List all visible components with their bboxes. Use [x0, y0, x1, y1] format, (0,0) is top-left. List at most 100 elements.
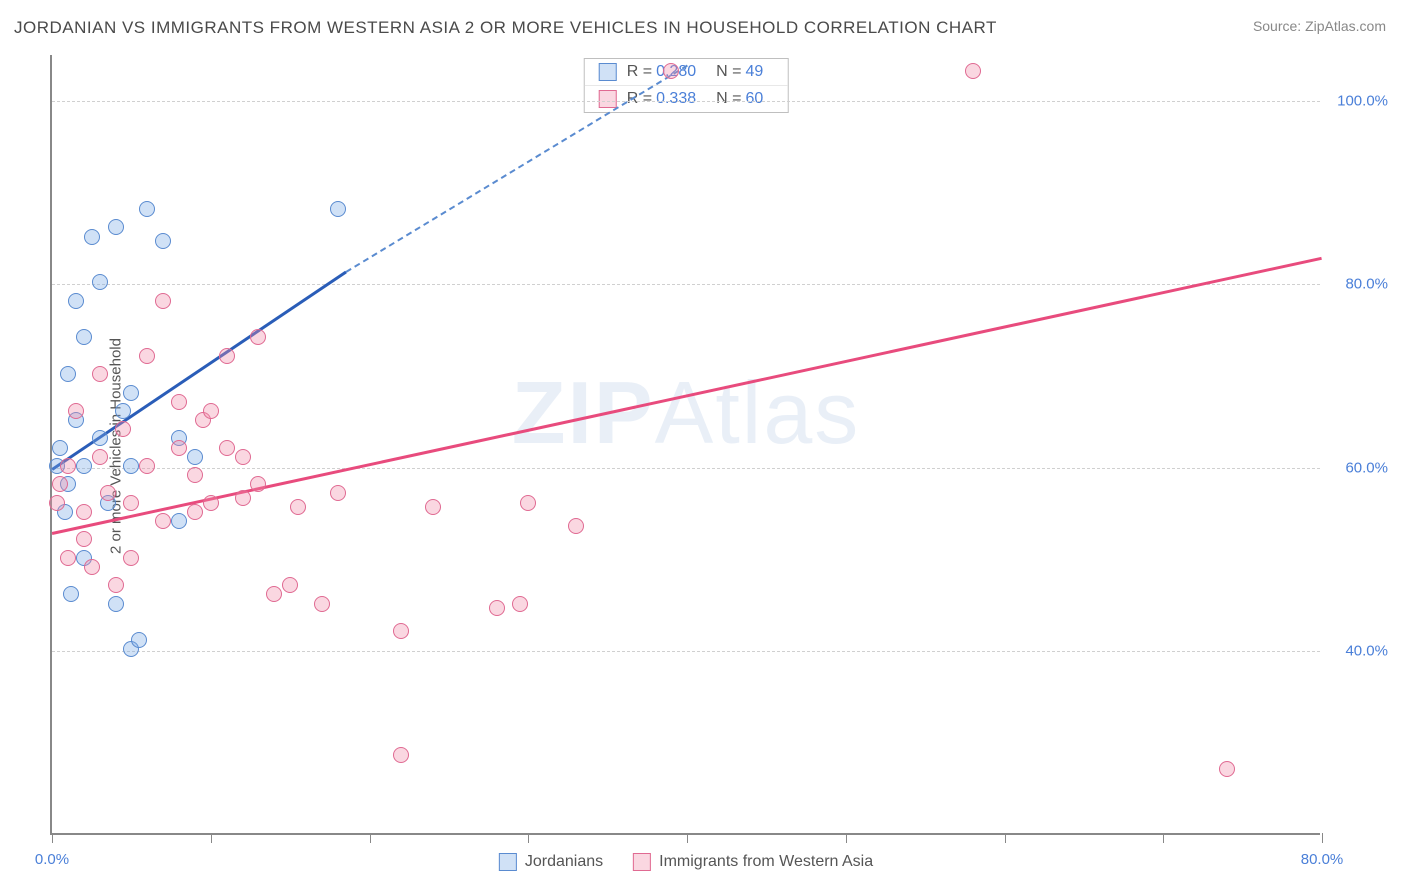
scatter-point	[663, 63, 679, 79]
source-credit: Source: ZipAtlas.com	[1253, 18, 1386, 34]
scatter-point	[203, 403, 219, 419]
scatter-point	[171, 394, 187, 410]
scatter-point	[393, 747, 409, 763]
scatter-point	[68, 403, 84, 419]
scatter-point	[489, 600, 505, 616]
scatter-point	[108, 596, 124, 612]
legend-label-jordanians: Jordanians	[525, 853, 603, 871]
scatter-point	[108, 577, 124, 593]
swatch-immigrants	[633, 853, 651, 871]
scatter-point	[282, 577, 298, 593]
scatter-point	[330, 485, 346, 501]
scatter-point	[60, 550, 76, 566]
x-tick	[370, 833, 371, 843]
scatter-point	[203, 495, 219, 511]
gridline	[52, 468, 1320, 469]
scatter-point	[965, 63, 981, 79]
scatter-point	[235, 449, 251, 465]
scatter-point	[60, 458, 76, 474]
scatter-point	[115, 403, 131, 419]
scatter-point	[76, 458, 92, 474]
scatter-point	[131, 632, 147, 648]
scatter-point	[314, 596, 330, 612]
x-tick	[846, 833, 847, 843]
scatter-point	[49, 495, 65, 511]
scatter-point	[520, 495, 536, 511]
x-tick	[52, 833, 53, 843]
scatter-point	[187, 449, 203, 465]
scatter-point	[266, 586, 282, 602]
correlation-chart: JORDANIAN VS IMMIGRANTS FROM WESTERN ASI…	[0, 0, 1406, 892]
gridline	[52, 101, 1320, 102]
gridline	[52, 284, 1320, 285]
scatter-point	[187, 504, 203, 520]
scatter-point	[393, 623, 409, 639]
fit-line-ext	[345, 64, 687, 272]
x-tick	[1005, 833, 1006, 843]
stat-n-jordanians: 49	[745, 63, 763, 80]
scatter-point	[235, 490, 251, 506]
scatter-point	[84, 559, 100, 575]
x-tick	[687, 833, 688, 843]
series-legend: Jordanians Immigrants from Western Asia	[499, 853, 873, 871]
scatter-point	[76, 504, 92, 520]
scatter-point	[330, 201, 346, 217]
scatter-point	[139, 458, 155, 474]
x-tick	[1322, 833, 1323, 843]
x-tick	[211, 833, 212, 843]
stat-n-immigrants: 60	[745, 90, 763, 107]
legend-item-jordanians: Jordanians	[499, 853, 603, 871]
chart-title: JORDANIAN VS IMMIGRANTS FROM WESTERN ASI…	[14, 18, 997, 38]
scatter-point	[425, 499, 441, 515]
swatch-jordanians	[499, 853, 517, 871]
x-tick	[1163, 833, 1164, 843]
swatch-jordanians	[599, 63, 617, 81]
scatter-point	[76, 329, 92, 345]
scatter-point	[123, 385, 139, 401]
scatter-point	[123, 495, 139, 511]
scatter-point	[171, 513, 187, 529]
stat-r-immigrants: 0.338	[656, 90, 696, 107]
scatter-point	[108, 219, 124, 235]
scatter-point	[155, 233, 171, 249]
stats-row-jordanians: R =0.280 N =49	[585, 59, 788, 85]
scatter-point	[155, 293, 171, 309]
scatter-point	[100, 485, 116, 501]
scatter-point	[63, 586, 79, 602]
legend-item-immigrants: Immigrants from Western Asia	[633, 853, 873, 871]
scatter-point	[139, 201, 155, 217]
scatter-point	[568, 518, 584, 534]
scatter-point	[68, 293, 84, 309]
x-tick-label: 0.0%	[35, 851, 69, 868]
scatter-point	[155, 513, 171, 529]
scatter-point	[76, 531, 92, 547]
scatter-point	[52, 440, 68, 456]
scatter-point	[123, 550, 139, 566]
y-tick-label: 80.0%	[1345, 276, 1388, 293]
x-tick-label: 80.0%	[1301, 851, 1344, 868]
watermark-atlas: Atlas	[655, 363, 861, 462]
scatter-point	[290, 499, 306, 515]
plot-area: ZIPAtlas R =0.280 N =49 R =0.338 N =60 J…	[50, 55, 1320, 835]
y-tick-label: 100.0%	[1337, 92, 1388, 109]
scatter-point	[92, 274, 108, 290]
scatter-point	[512, 596, 528, 612]
scatter-point	[219, 348, 235, 364]
scatter-point	[123, 458, 139, 474]
scatter-point	[115, 421, 131, 437]
x-tick	[528, 833, 529, 843]
scatter-point	[52, 476, 68, 492]
scatter-point	[250, 329, 266, 345]
scatter-point	[1219, 761, 1235, 777]
watermark: ZIPAtlas	[512, 362, 861, 464]
scatter-point	[171, 440, 187, 456]
scatter-point	[250, 476, 266, 492]
y-tick-label: 40.0%	[1345, 643, 1388, 660]
scatter-point	[219, 440, 235, 456]
swatch-immigrants	[599, 90, 617, 108]
gridline	[52, 651, 1320, 652]
watermark-zip: ZIP	[512, 363, 655, 462]
scatter-point	[92, 430, 108, 446]
legend-label-immigrants: Immigrants from Western Asia	[659, 853, 873, 871]
scatter-point	[139, 348, 155, 364]
